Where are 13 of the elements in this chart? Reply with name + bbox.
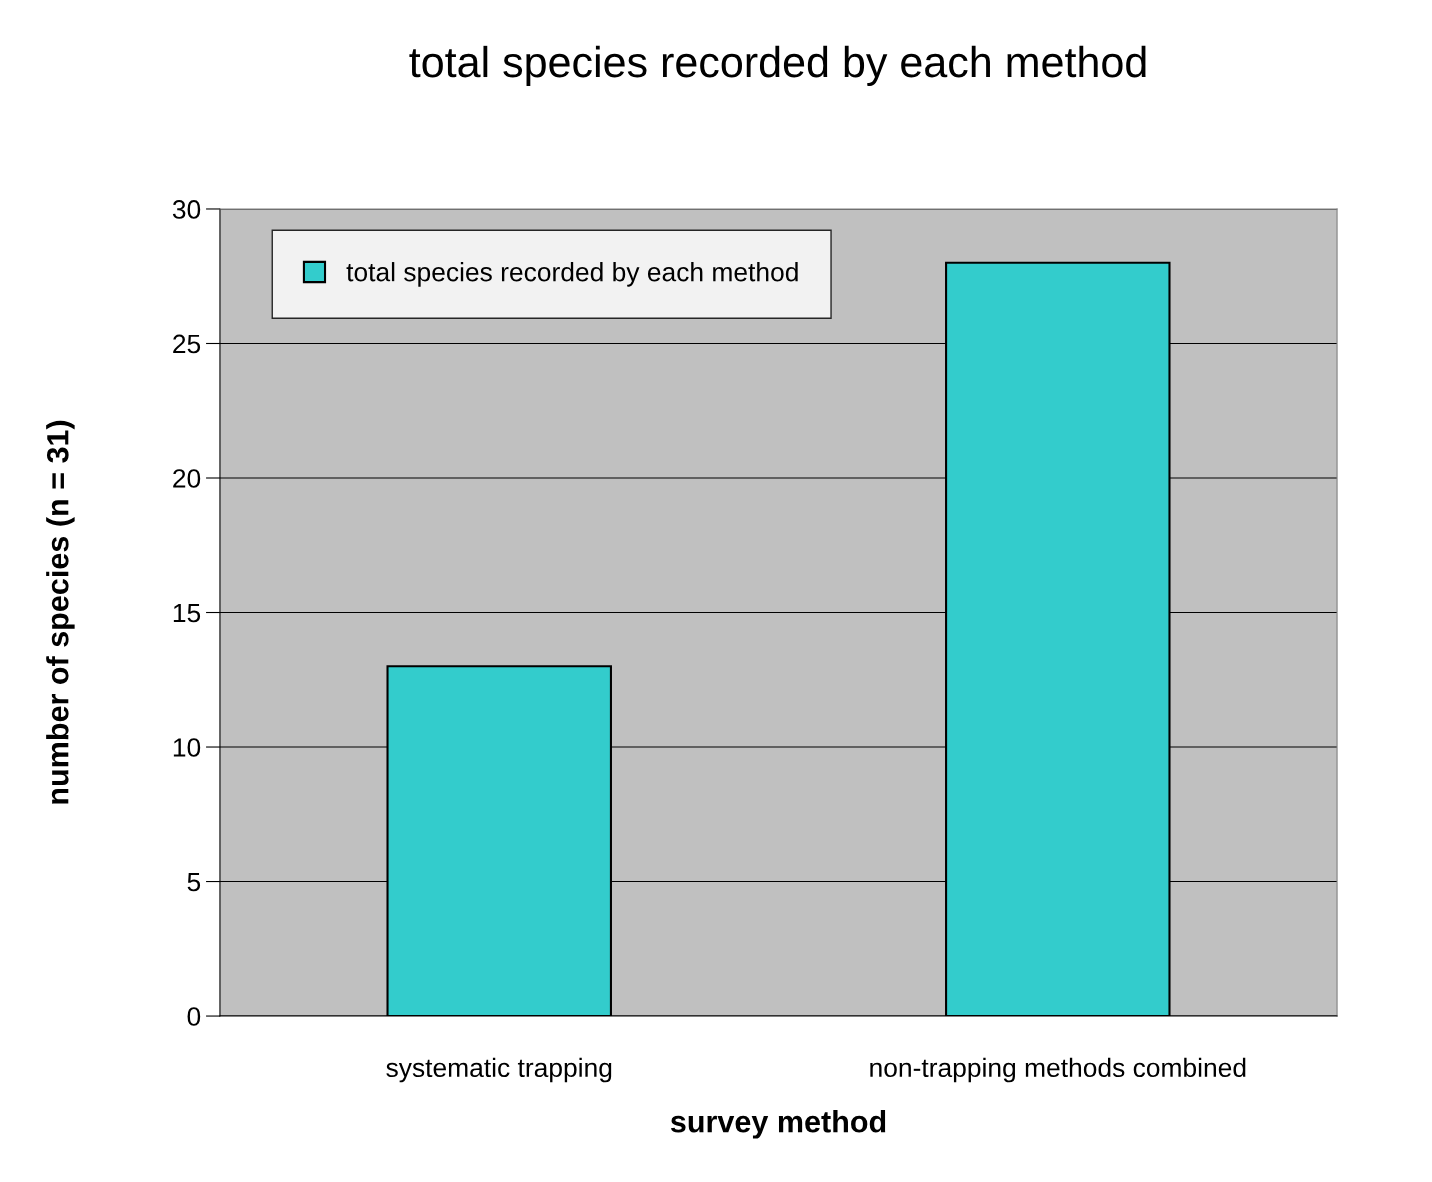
y-tick-label: 10 <box>173 738 201 757</box>
y-axis-title: number of species (n = 31) <box>46 420 75 804</box>
y-tick-label: 20 <box>173 469 201 488</box>
y-tick-label: 15 <box>173 603 201 623</box>
x-axis-title: survey method <box>670 1110 886 1139</box>
legend-label: total species recorded by each method <box>346 262 798 287</box>
y-tick-label: 25 <box>173 334 201 354</box>
y-tick-label: 0 <box>187 1007 201 1026</box>
chart-title: total species recorded by each method <box>409 45 1146 86</box>
y-tick-label: 30 <box>172 200 201 219</box>
x-tick-label: systematic trapping <box>386 1057 612 1083</box>
y-tick-label: 5 <box>187 872 201 892</box>
x-tick-label: non-trapping methods combined <box>870 1057 1246 1083</box>
